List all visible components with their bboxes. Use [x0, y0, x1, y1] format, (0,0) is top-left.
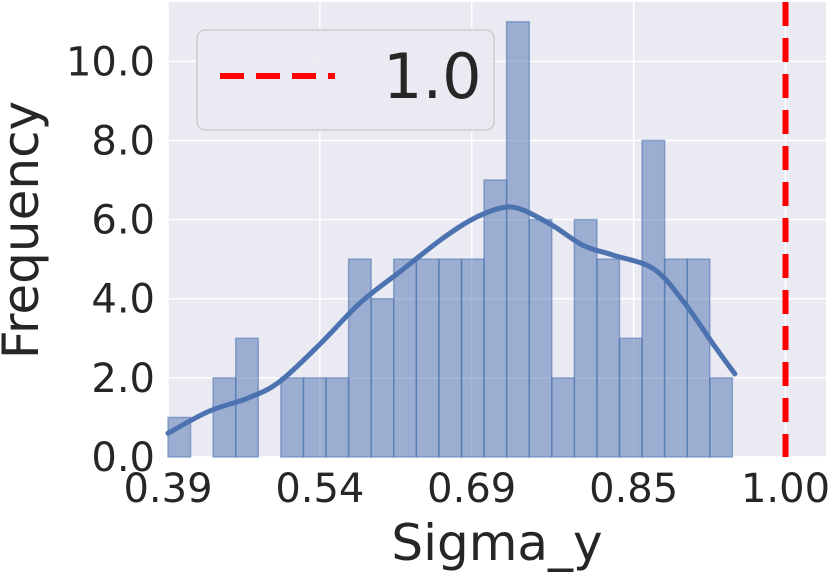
- x-tick-labels: 0.39 0.54 0.69 0.85 1.00: [123, 466, 830, 512]
- histogram-bar: [641, 139, 666, 458]
- legend: 1.0: [196, 29, 495, 131]
- legend-box: [196, 29, 495, 131]
- histogram-bar: [551, 377, 576, 458]
- y-tick-label: 2.0: [91, 356, 155, 402]
- kde-curve: [165, 204, 738, 436]
- histogram-bar: [709, 377, 734, 458]
- y-tick-label: 6.0: [91, 198, 155, 244]
- x-axis-title: Sigma_y: [391, 514, 602, 572]
- histogram-bars: [167, 21, 734, 458]
- histogram-bar: [415, 258, 440, 458]
- y-tick-label: 8.0: [91, 118, 155, 164]
- histogram-bar: [370, 297, 395, 458]
- histogram-bar: [325, 377, 350, 458]
- y-tick-labels: 0.0 2.0 4.0 6.0 8.0 10.0: [66, 39, 155, 481]
- legend-label: 1.0: [383, 40, 482, 113]
- x-tick-label: 0.54: [275, 466, 364, 512]
- histogram-bar: [528, 218, 553, 458]
- y-tick-label: 4.0: [91, 277, 155, 323]
- histogram-bar: [505, 21, 530, 458]
- histogram-bar: [596, 258, 621, 458]
- histogram-bar: [347, 258, 372, 458]
- y-axis-title: Frequency: [0, 101, 50, 359]
- y-tick-label: 10.0: [66, 39, 155, 85]
- histogram-bar: [483, 179, 508, 458]
- y-tick-label: 0.0: [91, 435, 155, 481]
- histogram-bar: [392, 258, 418, 458]
- x-tick-label: 0.69: [427, 466, 516, 512]
- histogram-bar: [460, 258, 485, 458]
- histogram-bar: [212, 377, 237, 458]
- histogram-bar: [302, 377, 327, 458]
- histogram-bar: [573, 218, 598, 458]
- histogram-bar: [280, 377, 305, 458]
- histogram-bar: [438, 258, 463, 458]
- x-tick-label: 0.39: [123, 466, 212, 512]
- x-tick-label: 1.00: [741, 466, 830, 512]
- x-tick-label: 0.85: [589, 466, 678, 512]
- histogram-bar: [686, 258, 711, 458]
- histogram-bar: [618, 337, 643, 458]
